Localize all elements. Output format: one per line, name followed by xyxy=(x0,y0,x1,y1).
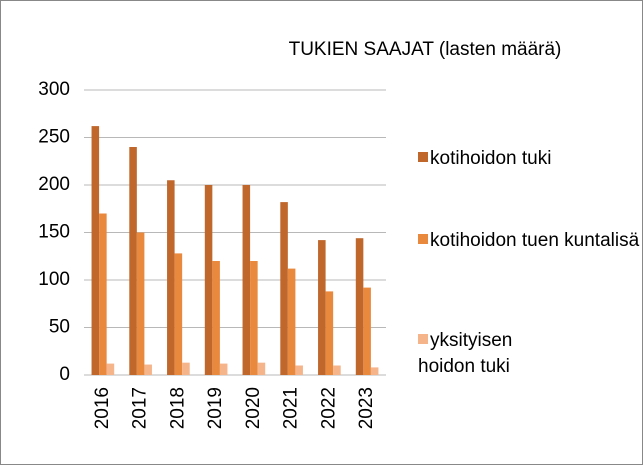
bar xyxy=(129,147,137,375)
y-tick-label: 100 xyxy=(38,269,70,290)
bar xyxy=(370,367,379,375)
x-tick-label: 2018 xyxy=(167,387,188,429)
y-tick-label: 150 xyxy=(38,222,70,243)
x-tick-label: 2019 xyxy=(205,387,226,429)
x-tick-label: 2020 xyxy=(243,387,264,429)
bar xyxy=(250,261,258,375)
legend-label: kotihoidon tuen kuntalisä xyxy=(430,230,640,251)
x-tick-label: 2021 xyxy=(281,387,302,429)
bar xyxy=(174,253,183,375)
bar xyxy=(167,180,175,375)
bar xyxy=(355,238,364,375)
bar xyxy=(325,291,334,375)
x-tick-label: 2017 xyxy=(130,387,151,429)
y-tick-label: 300 xyxy=(38,79,70,100)
bar xyxy=(99,213,107,375)
legend-swatch xyxy=(418,152,428,162)
bar xyxy=(363,287,371,375)
x-tick-label: 2022 xyxy=(318,387,339,429)
legend-swatch xyxy=(418,334,428,344)
bar xyxy=(212,261,220,375)
x-tick-label: 2023 xyxy=(356,387,377,429)
legend-swatch xyxy=(418,234,428,244)
legend-label: kotihoidon tuki xyxy=(430,148,551,169)
y-tick-label: 250 xyxy=(38,127,70,148)
bar xyxy=(257,362,266,375)
y-tick-label: 50 xyxy=(49,317,70,338)
bar xyxy=(182,362,190,375)
bar xyxy=(204,185,213,375)
bar xyxy=(318,240,326,375)
legend-label: yksityisen hoidon tuki xyxy=(418,330,512,377)
bar xyxy=(136,232,145,375)
chart-title: TUKIEN SAAJAT (lasten määrä) xyxy=(289,39,562,60)
y-tick-label: 200 xyxy=(38,174,70,195)
bar xyxy=(91,126,100,375)
bar xyxy=(219,363,228,375)
bar xyxy=(106,363,115,375)
bar xyxy=(295,365,303,375)
bar xyxy=(242,185,251,375)
bar xyxy=(144,364,152,375)
bar xyxy=(287,268,296,375)
bar xyxy=(333,365,341,375)
x-tick-label: 2016 xyxy=(92,387,113,429)
bar xyxy=(280,202,288,375)
y-tick-label: 0 xyxy=(59,364,70,385)
